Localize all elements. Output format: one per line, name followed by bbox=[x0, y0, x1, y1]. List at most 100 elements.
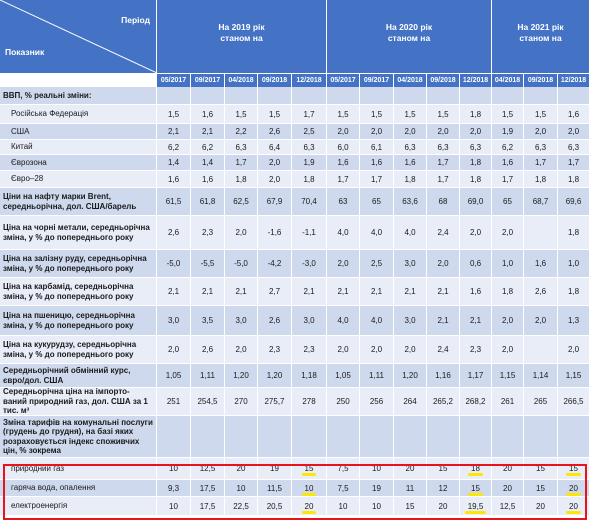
table-cell: 275,7 bbox=[258, 388, 292, 415]
table-row: Російська Федерація 1,5 1,6 1,5 1,5 1,7 1,5 1,5… bbox=[0, 105, 590, 124]
date-column-header: 09/2017 bbox=[360, 73, 394, 87]
table-cell: 6,3 bbox=[292, 140, 327, 154]
row-label: Ціни на нафту марки Brent, середньорічна… bbox=[0, 188, 157, 215]
cell-value: 2,5 bbox=[370, 259, 383, 268]
table-cell: 2,1 bbox=[292, 278, 327, 305]
cell-value: 20,5 bbox=[266, 501, 283, 511]
cell-value: 3,0 bbox=[235, 316, 247, 325]
cell-value: 2,1 bbox=[404, 287, 416, 296]
table-cell: 2,3 bbox=[292, 336, 327, 363]
table-row: Середньорічний обмінний курс, євро/дол. … bbox=[0, 364, 590, 388]
cell-value: -5,0 bbox=[166, 259, 181, 268]
cell-value: 6,2 bbox=[501, 142, 514, 152]
cell-value: 2,6 bbox=[167, 228, 180, 237]
cell-value: 3,0 bbox=[404, 259, 416, 268]
table-cell: 1,5 bbox=[258, 105, 292, 123]
table-cell: 254,5 bbox=[191, 388, 225, 415]
table-cell: 65 bbox=[360, 188, 394, 215]
table-cell: 2,0 bbox=[427, 250, 460, 277]
cell-value: 2,1 bbox=[201, 287, 214, 296]
table-cell: 1,5 bbox=[225, 105, 258, 123]
cell-value: 1,5 bbox=[534, 109, 547, 119]
cell-value: 0,6 bbox=[469, 259, 482, 268]
cell-value: 2,1 bbox=[370, 287, 383, 296]
cell-value: 1,8 bbox=[469, 109, 482, 119]
cell-value: 2,0 bbox=[469, 228, 482, 237]
date-column-header: 05/2017 bbox=[327, 73, 360, 87]
cell-value: 1,8 bbox=[303, 174, 315, 184]
cell-value: 62,5 bbox=[233, 197, 249, 206]
cell-value: 1,6 bbox=[337, 158, 349, 167]
cell-value: 265 bbox=[533, 397, 548, 406]
table-cell: 2,6 bbox=[191, 336, 225, 363]
table-cell: 62,5 bbox=[225, 188, 258, 215]
cell-value: 3,0 bbox=[404, 316, 416, 325]
table-cell: 2,1 bbox=[427, 306, 460, 335]
table-cell: 6,0 bbox=[327, 140, 360, 154]
cell-value: 1,4 bbox=[201, 158, 214, 167]
date-column-header: 09/2017 bbox=[191, 73, 225, 87]
cell-value: 67,9 bbox=[266, 197, 283, 206]
group-title: На 2019 рік bbox=[218, 22, 265, 32]
table-cell: 256 bbox=[360, 388, 394, 415]
table-cell: 1,4 bbox=[157, 155, 191, 170]
table-cell: 2,0 bbox=[524, 124, 558, 139]
row-label: Ціна на пшеницю, середньорічна зміна, у … bbox=[0, 306, 157, 335]
cell-value: 1,8 bbox=[501, 287, 514, 296]
cell-value: 63,6 bbox=[402, 197, 418, 206]
cell-value: 3,0 bbox=[167, 316, 180, 325]
table-row: Ціна на пшеницю, середньорічна зміна, у … bbox=[0, 306, 590, 336]
cell-value: 1,5 bbox=[370, 109, 383, 119]
table-cell: 261 bbox=[492, 388, 524, 415]
highlighted-cell-value: 20 bbox=[566, 501, 581, 514]
cell-value: 6,3 bbox=[469, 142, 482, 152]
table-cell: 15 bbox=[524, 480, 558, 496]
cell-value: 63 bbox=[338, 197, 348, 206]
row-label: Середньорічна ціна на імпорто-ваний прир… bbox=[0, 388, 157, 415]
cell-value: 12,5 bbox=[199, 464, 216, 473]
table-cell: 1,05 bbox=[157, 364, 191, 387]
table-cell: 1,7 bbox=[292, 105, 327, 123]
cell-value: 69,0 bbox=[467, 197, 484, 206]
cell-value: -5,0 bbox=[234, 259, 248, 268]
table-cell: 250 bbox=[327, 388, 360, 415]
highlighted-cell-value: 20 bbox=[566, 483, 581, 496]
cell-value: 2,3 bbox=[469, 345, 482, 354]
cell-value: 1,3 bbox=[567, 316, 580, 325]
cell-value: 250 bbox=[336, 397, 350, 406]
cell-value: 4,0 bbox=[337, 316, 349, 325]
table-cell bbox=[225, 416, 258, 457]
cell-value: 2,1 bbox=[201, 127, 214, 136]
period-label: Період bbox=[121, 15, 150, 25]
table-cell: 70,4 bbox=[292, 188, 327, 215]
cell-value: 2,3 bbox=[303, 345, 315, 354]
cell-value: 1,5 bbox=[337, 109, 349, 119]
table-cell bbox=[492, 416, 524, 457]
row-label: Ціна на залізну руду, середньорічна змін… bbox=[0, 250, 157, 277]
group-subtitle: станом на bbox=[519, 33, 562, 43]
table-cell: 1,3 bbox=[558, 306, 590, 335]
cell-value: -1,1 bbox=[302, 228, 316, 237]
cell-value: 2,0 bbox=[370, 345, 383, 354]
cell-value: 11,5 bbox=[267, 483, 282, 493]
table-cell bbox=[558, 87, 590, 104]
cell-value: 6,2 bbox=[167, 142, 180, 152]
table-cell: 3,0 bbox=[292, 306, 327, 335]
table-cell: 1,6 bbox=[460, 278, 492, 305]
table-cell: 1,15 bbox=[492, 364, 524, 387]
table-cell: 1,8 bbox=[292, 171, 327, 187]
table-cell: 1,6 bbox=[492, 155, 524, 170]
cell-value: 2,0 bbox=[337, 127, 349, 136]
table-cell: 4,0 bbox=[327, 306, 360, 335]
cell-value: 3,0 bbox=[303, 316, 315, 325]
date-column-header: 09/2018 bbox=[524, 73, 558, 87]
table-cell: 2,1 bbox=[427, 278, 460, 305]
cell-value: 6,2 bbox=[201, 142, 214, 152]
cell-value: 266,5 bbox=[563, 397, 584, 406]
table-cell: 1,5 bbox=[157, 105, 191, 123]
cell-value: 1,6 bbox=[201, 174, 214, 184]
table-cell: 1,11 bbox=[360, 364, 394, 387]
group-subtitle: станом на bbox=[387, 33, 431, 43]
cell-value: 2,0 bbox=[534, 316, 547, 325]
date-column-header: 12/2018 bbox=[558, 73, 590, 87]
